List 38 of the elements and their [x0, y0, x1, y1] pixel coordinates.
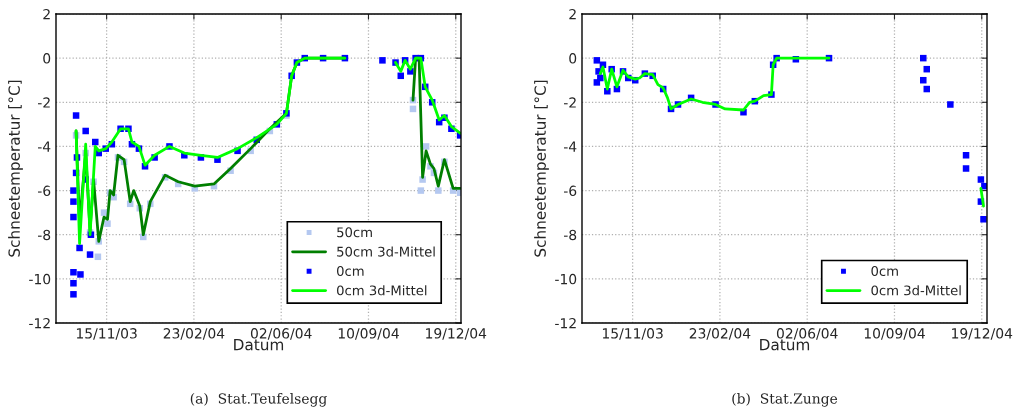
legend-label: 0cm 3d-Mittel: [871, 285, 961, 296]
x-tick-label: 02/06/04: [776, 328, 838, 340]
x-tick-label: 10/09/04: [864, 328, 925, 340]
y-tick-label: -10: [29, 273, 51, 285]
y-tick-label: -10: [555, 273, 577, 285]
legend-label: 50cm 3d-Mittel: [337, 246, 435, 257]
text: (b) Stat.Zunge: [732, 393, 838, 407]
x-tick-label: 15/11/03: [76, 328, 137, 340]
y-tick-label: -4: [37, 141, 51, 152]
y-axis-title: Schneetemperatur [°C]: [534, 80, 549, 257]
y-tick-label: -2: [563, 97, 576, 108]
y-tick-label: -8: [37, 229, 51, 241]
y-axis-title: Schneetemperatur [°C]: [8, 80, 23, 257]
x-tick-label: 23/02/04: [689, 328, 751, 340]
legend-label: 0cm: [337, 266, 364, 277]
x-tick-label: 15/11/03: [602, 328, 663, 340]
y-tick-label: 0: [569, 53, 577, 64]
y-tick-label: 0: [43, 53, 51, 64]
legend-label: 0cm 3d-Mittel: [337, 285, 427, 296]
x-tick-label: 10/09/04: [338, 328, 399, 340]
x-tick-label: 02/06/04: [250, 328, 312, 340]
y-tick-label: -8: [563, 229, 577, 241]
y-tick-label: -2: [37, 97, 50, 108]
y-tick-label: -6: [563, 185, 577, 197]
legend-label: 50cm: [337, 227, 372, 238]
y-tick-label: 2: [569, 8, 576, 20]
x-axis-title: Datum: [234, 339, 284, 351]
y-tick-label: -12: [29, 317, 50, 329]
x-tick-label: 23/02/04: [163, 328, 225, 340]
y-tick-label: -12: [555, 317, 576, 329]
y-tick-label: 2: [43, 8, 50, 20]
x-tick-label: 19/12/04: [952, 328, 1013, 340]
text: (a) Stat.Teufelsegg: [190, 393, 327, 407]
y-tick-label: -4: [563, 141, 577, 152]
legend-label: 0cm: [871, 266, 898, 277]
x-tick-label: 19/12/04: [426, 328, 487, 340]
x-axis-title: Datum: [760, 339, 810, 351]
y-tick-label: -6: [37, 185, 51, 197]
